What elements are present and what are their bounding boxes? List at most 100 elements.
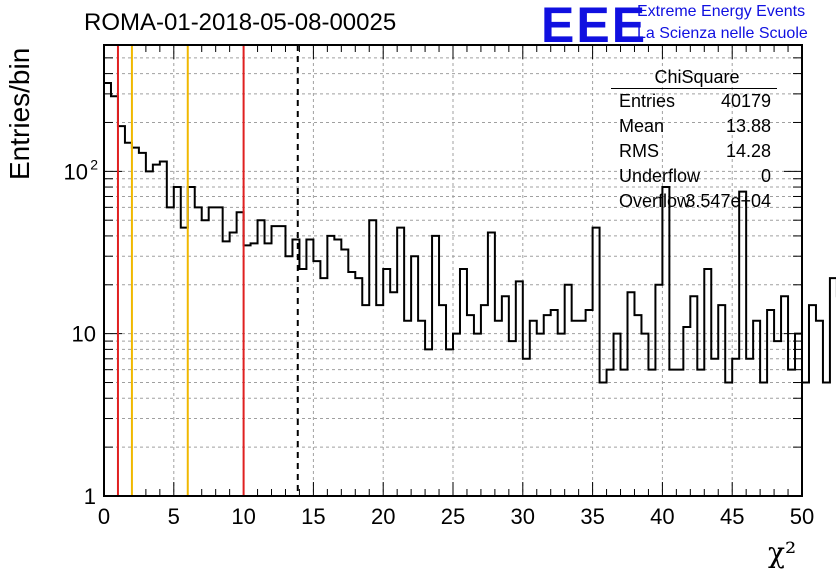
y-axis-label: Entries/bin [4, 47, 35, 180]
stats-row-mean: Mean 13.88 [611, 114, 779, 139]
histogram-bin [181, 228, 188, 496]
y-tick-label: 10 [72, 322, 96, 347]
histogram-bin [202, 220, 209, 496]
histogram-outline [104, 82, 836, 384]
stats-value: 40179 [720, 91, 771, 111]
histogram-bin [251, 243, 258, 496]
histogram-bin [132, 148, 139, 496]
histogram-bin [795, 334, 802, 496]
histogram-bin [376, 305, 383, 496]
histogram-bin [460, 269, 467, 496]
histogram-bin [237, 212, 244, 496]
x-tick-label: 30 [511, 504, 535, 529]
x-axis-label: χ² [768, 536, 797, 569]
histogram-bin [230, 232, 237, 496]
x-tick-label: 0 [98, 504, 110, 529]
x-tick-label: 40 [650, 504, 674, 529]
histogram-bin [725, 383, 732, 496]
histogram-bin [537, 334, 544, 496]
histogram-bin [551, 310, 558, 496]
histogram-bin [530, 321, 537, 496]
stats-value: 3.547e+04 [685, 191, 771, 211]
histogram-bin [446, 349, 453, 496]
histogram-bin [111, 96, 118, 496]
histogram-bin [279, 226, 286, 496]
histogram-bin [600, 383, 607, 496]
x-tick-label: 15 [301, 504, 325, 529]
histogram-bin [306, 240, 313, 496]
histogram-bin [621, 370, 628, 496]
histogram-bin [586, 310, 593, 496]
histogram-bin [697, 370, 704, 496]
histogram-bin [572, 321, 579, 496]
histogram-bin [655, 285, 662, 496]
histogram-bin [313, 261, 320, 496]
histogram-bin [369, 220, 376, 496]
histogram-bin [662, 187, 669, 496]
x-tick-label: 20 [371, 504, 395, 529]
histogram-bin [495, 321, 502, 496]
histogram-bin [753, 321, 760, 496]
histogram-bin [641, 334, 648, 496]
histogram-bin [474, 334, 481, 496]
stats-key: Entries [619, 91, 676, 111]
histogram-bin [223, 241, 230, 496]
histogram-bin [781, 296, 788, 496]
histogram-bin [760, 383, 767, 496]
histogram-bin [139, 153, 146, 496]
histogram-bin [125, 143, 132, 496]
histogram-bin [209, 207, 216, 496]
stats-key: Underflow [619, 166, 701, 186]
marker-lines [116, 45, 299, 496]
histogram-bin [153, 165, 160, 496]
stats-row-rms: RMS 14.28 [611, 139, 779, 164]
plot-frame [103, 44, 803, 497]
histogram-bin [327, 236, 334, 496]
histogram-bin [823, 383, 830, 496]
histogram-bin [411, 256, 418, 496]
histogram-bin [774, 341, 781, 496]
histogram-bin [816, 321, 823, 496]
eee-logo-mark: EEE [541, 0, 648, 53]
histogram-bin [453, 334, 460, 496]
histogram-bin [614, 334, 621, 496]
histogram-bin [746, 359, 753, 496]
stats-value: 14.28 [725, 141, 771, 161]
logo-line-2: La Scienza nelle Scuole [637, 25, 808, 42]
histogram-bin [439, 305, 446, 496]
x-tick-label: 25 [441, 504, 465, 529]
histogram-bin [690, 296, 697, 496]
histogram-bin [565, 285, 572, 496]
histogram-bin [809, 305, 816, 496]
histogram-bin [704, 269, 711, 496]
x-tick-label: 50 [790, 504, 814, 529]
histogram-bin [216, 207, 223, 496]
histogram-bin [244, 245, 251, 496]
histogram-bin [523, 359, 530, 496]
histogram-bin [467, 315, 474, 496]
stats-row-underflow: Underflow 0 [611, 164, 779, 189]
stats-value: 0 [760, 166, 771, 186]
histogram-bin [258, 220, 265, 496]
y-tick-label: 10 [64, 159, 88, 184]
x-tick-label: 35 [580, 504, 604, 529]
histogram-bin [404, 321, 411, 496]
histogram-bin [195, 207, 202, 496]
histogram-bin [425, 349, 432, 496]
histogram-bin [593, 228, 600, 496]
stats-row-overflow: Overflow 3.547e+04 [611, 189, 779, 214]
histogram-bin [648, 370, 655, 496]
histogram-bin [160, 161, 167, 496]
histogram-bin [383, 269, 390, 496]
histogram-bin [767, 310, 774, 496]
x-tick-label: 10 [231, 504, 255, 529]
histogram-bin [683, 327, 690, 496]
histogram-bin [579, 321, 586, 496]
histogram-bin [362, 305, 369, 496]
histogram-bin [320, 278, 327, 496]
histogram-bin [509, 341, 516, 496]
chart-title: ROMA-01-2018-05-08-00025 [84, 9, 397, 36]
histogram-bin [104, 83, 111, 496]
histogram-bin [488, 232, 495, 496]
stats-key: RMS [619, 141, 659, 161]
